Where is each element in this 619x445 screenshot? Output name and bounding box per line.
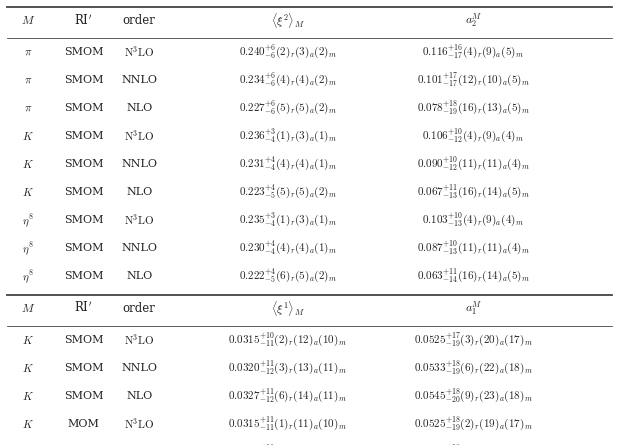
Text: $\mathrm{N^3LO}$: $\mathrm{N^3LO}$ [124, 332, 155, 347]
Text: $\langle\xi^1\rangle_M$: $\langle\xi^1\rangle_M$ [271, 299, 305, 318]
Text: $0.230^{+4}_{-4}(4)_r(4)_a(1)_m$: $0.230^{+4}_{-4}(4)_r(4)_a(1)_m$ [239, 239, 337, 257]
Text: $0.0319^{+11}_{-12}(1)_r(11)_a(10)_m$: $0.0319^{+11}_{-12}(1)_r(11)_a(10)_m$ [228, 443, 347, 445]
Text: $0.0533^{+18}_{-19}(6)_r(22)_a(18)_m$: $0.0533^{+18}_{-19}(6)_r(22)_a(18)_m$ [414, 359, 533, 377]
Text: $0.235^{+3}_{-4}(1)_r(3)_a(1)_m$: $0.235^{+3}_{-4}(1)_r(3)_a(1)_m$ [239, 211, 337, 229]
Text: SMOM: SMOM [64, 187, 103, 197]
Text: SMOM: SMOM [64, 103, 103, 113]
Text: NLO: NLO [126, 391, 152, 401]
Text: SMOM: SMOM [64, 131, 103, 141]
Text: $\pi$: $\pi$ [24, 103, 32, 113]
Text: $\eta^8$: $\eta^8$ [22, 211, 34, 229]
Text: $0.0525^{+17}_{-19}(3)_r(20)_a(17)_m$: $0.0525^{+17}_{-19}(3)_r(20)_a(17)_m$ [414, 331, 533, 349]
Text: $\mathrm{N^3LO}$: $\mathrm{N^3LO}$ [124, 417, 155, 431]
Text: order: order [123, 14, 156, 27]
Text: $\pi$: $\pi$ [24, 47, 32, 57]
Text: $0.0531^{+18}_{-19}(2)_r(18)_a(17)_m$: $0.0531^{+18}_{-19}(2)_r(18)_a(17)_m$ [414, 443, 533, 445]
Text: $0.116^{+16}_{-17}(4)_r(9)_a(5)_m$: $0.116^{+16}_{-17}(4)_r(9)_a(5)_m$ [423, 43, 524, 61]
Text: $0.101^{+17}_{-17}(12)_r(10)_a(5)_m$: $0.101^{+17}_{-17}(12)_r(10)_a(5)_m$ [417, 71, 530, 89]
Text: SMOM: SMOM [64, 243, 103, 253]
Text: SMOM: SMOM [64, 271, 103, 281]
Text: $0.106^{+10}_{-12}(4)_r(9)_a(4)_m$: $0.106^{+10}_{-12}(4)_r(9)_a(4)_m$ [423, 127, 524, 145]
Text: $0.0545^{+18}_{-20}(9)_r(23)_a(18)_m$: $0.0545^{+18}_{-20}(9)_r(23)_a(18)_m$ [414, 387, 533, 405]
Text: NNLO: NNLO [121, 75, 157, 85]
Text: $0.0315^{+10}_{-11}(2)_r(12)_a(10)_m$: $0.0315^{+10}_{-11}(2)_r(12)_a(10)_m$ [228, 331, 347, 349]
Text: $\mathrm{N^3LO}$: $\mathrm{N^3LO}$ [124, 44, 155, 59]
Text: $\eta^8$: $\eta^8$ [22, 239, 34, 257]
Text: SMOM: SMOM [64, 335, 103, 345]
Text: $0.0315^{+11}_{-11}(1)_r(11)_a(10)_m$: $0.0315^{+11}_{-11}(1)_r(11)_a(10)_m$ [228, 415, 347, 433]
Text: NNLO: NNLO [121, 363, 157, 373]
Text: SMOM: SMOM [64, 75, 103, 85]
Text: $M$: $M$ [20, 302, 35, 315]
Text: $K$: $K$ [22, 334, 34, 346]
Text: $0.090^{+10}_{-12}(11)_r(11)_a(4)_m$: $0.090^{+10}_{-12}(11)_r(11)_a(4)_m$ [417, 155, 530, 173]
Text: $0.0525^{+18}_{-19}(2)_r(19)_a(17)_m$: $0.0525^{+18}_{-19}(2)_r(19)_a(17)_m$ [414, 415, 533, 433]
Text: SMOM: SMOM [64, 47, 103, 57]
Text: $0.240^{+6}_{-6}(2)_r(3)_a(2)_m$: $0.240^{+6}_{-6}(2)_r(3)_a(2)_m$ [239, 43, 337, 61]
Text: $K$: $K$ [22, 186, 34, 198]
Text: RI$'$: RI$'$ [74, 13, 93, 28]
Text: SMOM: SMOM [64, 363, 103, 373]
Text: $M$: $M$ [20, 14, 35, 27]
Text: $0.067^{+11}_{-13}(16)_r(14)_a(5)_m$: $0.067^{+11}_{-13}(16)_r(14)_a(5)_m$ [417, 183, 530, 201]
Text: $K$: $K$ [22, 158, 34, 170]
Text: MOM: MOM [67, 419, 100, 429]
Text: RI$'$: RI$'$ [74, 301, 93, 316]
Text: $0.0327^{+11}_{-12}(6)_r(14)_a(11)_m$: $0.0327^{+11}_{-12}(6)_r(14)_a(11)_m$ [228, 387, 347, 405]
Text: $\mathrm{N^3LO}$: $\mathrm{N^3LO}$ [124, 213, 155, 227]
Text: $0.103^{+10}_{-13}(4)_r(9)_a(4)_m$: $0.103^{+10}_{-13}(4)_r(9)_a(4)_m$ [423, 211, 524, 229]
Text: $0.234^{+6}_{-6}(4)_r(4)_a(2)_m$: $0.234^{+6}_{-6}(4)_r(4)_a(2)_m$ [239, 71, 337, 89]
Text: order: order [123, 302, 156, 315]
Text: $\langle\xi^2\rangle_M$: $\langle\xi^2\rangle_M$ [271, 11, 305, 30]
Text: $a_1^M$: $a_1^M$ [465, 299, 482, 317]
Text: $0.087^{+10}_{-13}(11)_r(11)_a(4)_m$: $0.087^{+10}_{-13}(11)_r(11)_a(4)_m$ [417, 239, 530, 257]
Text: $0.227^{+6}_{-6}(5)_r(5)_a(2)_m$: $0.227^{+6}_{-6}(5)_r(5)_a(2)_m$ [239, 99, 337, 117]
Text: $0.063^{+11}_{-14}(16)_r(14)_a(5)_m$: $0.063^{+11}_{-14}(16)_r(14)_a(5)_m$ [417, 267, 530, 285]
Text: $K$: $K$ [22, 390, 34, 402]
Text: NLO: NLO [126, 187, 152, 197]
Text: $K$: $K$ [22, 418, 34, 430]
Text: SMOM: SMOM [64, 159, 103, 169]
Text: NLO: NLO [126, 103, 152, 113]
Text: SMOM: SMOM [64, 391, 103, 401]
Text: $0.223^{+4}_{-5}(5)_r(5)_a(2)_m$: $0.223^{+4}_{-5}(5)_r(5)_a(2)_m$ [239, 183, 337, 201]
Text: $0.231^{+4}_{-4}(4)_r(4)_a(1)_m$: $0.231^{+4}_{-4}(4)_r(4)_a(1)_m$ [239, 155, 337, 173]
Text: $K$: $K$ [22, 362, 34, 374]
Text: $\pi$: $\pi$ [24, 75, 32, 85]
Text: NNLO: NNLO [121, 159, 157, 169]
Text: $0.236^{+3}_{-4}(1)_r(3)_a(1)_m$: $0.236^{+3}_{-4}(1)_r(3)_a(1)_m$ [239, 127, 337, 145]
Text: $K$: $K$ [22, 130, 34, 142]
Text: $\eta^8$: $\eta^8$ [22, 267, 34, 285]
Text: $0.0320^{+11}_{-12}(3)_r(13)_a(11)_m$: $0.0320^{+11}_{-12}(3)_r(13)_a(11)_m$ [228, 359, 347, 377]
Text: SMOM: SMOM [64, 215, 103, 225]
Text: $a_2^M$: $a_2^M$ [465, 12, 482, 29]
Text: NNLO: NNLO [121, 243, 157, 253]
Text: NLO: NLO [126, 271, 152, 281]
Text: $0.222^{+4}_{-5}(6)_r(5)_a(2)_m$: $0.222^{+4}_{-5}(6)_r(5)_a(2)_m$ [239, 267, 337, 285]
Text: $0.078^{+18}_{-19}(16)_r(13)_a(5)_m$: $0.078^{+18}_{-19}(16)_r(13)_a(5)_m$ [417, 99, 530, 117]
Text: $\mathrm{N^3LO}$: $\mathrm{N^3LO}$ [124, 129, 155, 143]
